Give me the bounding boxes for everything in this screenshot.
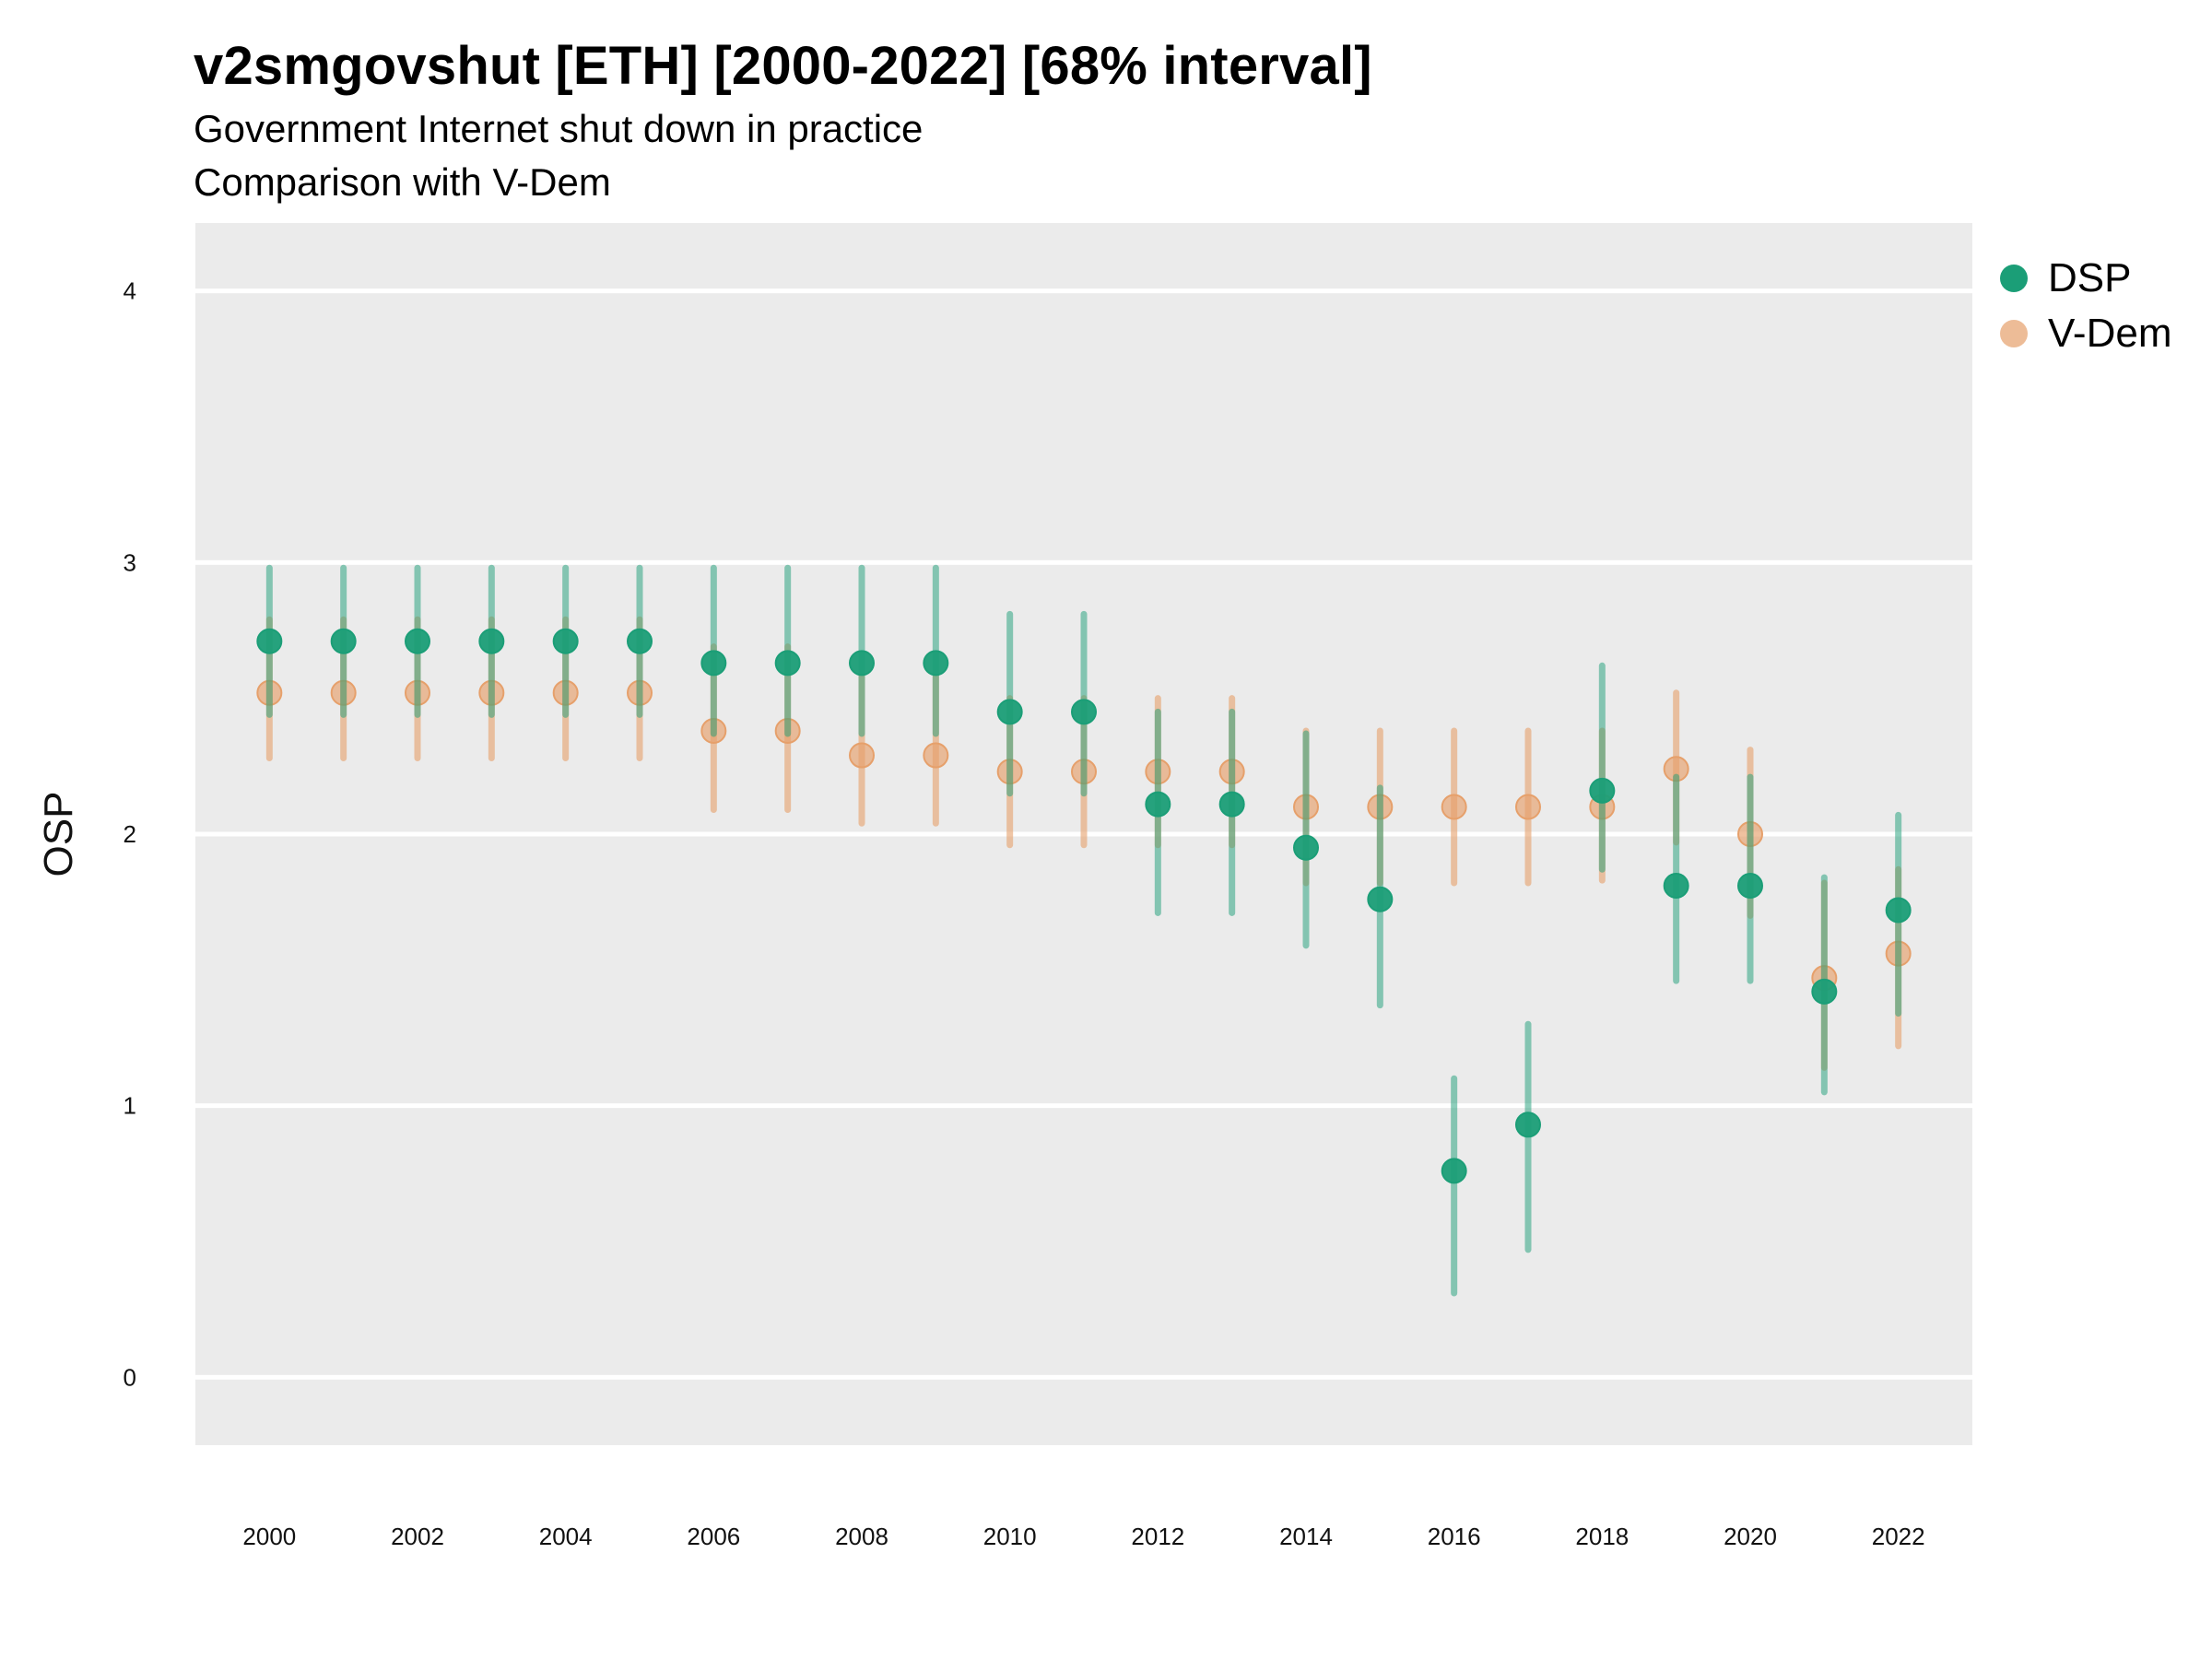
data-point bbox=[330, 628, 357, 654]
legend-label-vdem: V-Dem bbox=[2048, 311, 2172, 356]
x-tick-label: 2002 bbox=[391, 1523, 444, 1550]
y-tick-label: 4 bbox=[124, 277, 136, 305]
x-tick-label: 2020 bbox=[1724, 1523, 1777, 1550]
data-point bbox=[849, 650, 875, 677]
data-point bbox=[849, 742, 875, 769]
chart-subtitle-line-2: Comparison with V-Dem bbox=[194, 160, 611, 204]
x-tick-label: 2012 bbox=[1131, 1523, 1184, 1550]
data-point bbox=[1218, 791, 1245, 818]
data-point bbox=[1663, 872, 1689, 899]
x-axis-ticks: 2000 2002 2004 2006 2008 2010 2012 2014 2016 2018… bbox=[242, 1523, 1924, 1550]
y-tick-label: 2 bbox=[124, 820, 136, 848]
data-point bbox=[700, 650, 727, 677]
x-tick-label: 2010 bbox=[983, 1523, 1037, 1550]
x-tick-label: 2006 bbox=[687, 1523, 740, 1550]
y-axis-ticks: 0 1 2 3 4 bbox=[124, 277, 136, 1392]
data-point bbox=[1367, 886, 1394, 912]
data-point bbox=[256, 628, 283, 654]
x-tick-label: 2018 bbox=[1575, 1523, 1629, 1550]
data-point bbox=[552, 628, 579, 654]
data-point bbox=[996, 699, 1023, 725]
y-tick-label: 1 bbox=[124, 1092, 136, 1120]
legend-swatch-dsp bbox=[2000, 265, 2028, 292]
data-point bbox=[478, 628, 505, 654]
y-tick-label: 3 bbox=[124, 548, 136, 576]
legend-item-vdem: V-Dem bbox=[2000, 306, 2171, 361]
x-tick-label: 2004 bbox=[539, 1523, 593, 1550]
y-tick-label: 0 bbox=[124, 1363, 136, 1391]
data-point bbox=[1441, 794, 1467, 820]
data-point bbox=[1737, 872, 1763, 899]
data-point bbox=[1293, 834, 1319, 861]
chart-subtitle-line-1: Government Internet shut down in practic… bbox=[194, 107, 924, 150]
data-point bbox=[1885, 897, 1912, 924]
x-tick-label: 2022 bbox=[1872, 1523, 1925, 1550]
data-point bbox=[1515, 1112, 1541, 1138]
legend-label-dsp: DSP bbox=[2048, 255, 2132, 300]
legend: DSP V-Dem bbox=[2000, 251, 2171, 361]
legend-item-dsp: DSP bbox=[2000, 251, 2171, 306]
chart-title: v2smgovshut [ETH] [2000-2022] [68% inter… bbox=[194, 36, 1372, 96]
x-tick-label: 2000 bbox=[242, 1523, 296, 1550]
x-tick-label: 2008 bbox=[835, 1523, 888, 1550]
data-point bbox=[1515, 794, 1541, 820]
data-point bbox=[923, 650, 949, 677]
series-dsp bbox=[256, 564, 1912, 1297]
x-tick-label: 2014 bbox=[1279, 1523, 1333, 1550]
x-tick-label: 2016 bbox=[1428, 1523, 1481, 1550]
data-point bbox=[405, 628, 430, 654]
data-point bbox=[1589, 777, 1616, 804]
data-point bbox=[923, 742, 949, 769]
legend-swatch-vdem bbox=[2000, 320, 2028, 347]
y-axis-label: OSP bbox=[36, 792, 81, 877]
data-point bbox=[627, 628, 653, 654]
data-point bbox=[774, 650, 801, 677]
data-point bbox=[1145, 791, 1171, 818]
data-point bbox=[1071, 699, 1097, 725]
data-series bbox=[256, 564, 1912, 1297]
data-point bbox=[1811, 978, 1838, 1005]
data-point bbox=[1441, 1158, 1467, 1184]
